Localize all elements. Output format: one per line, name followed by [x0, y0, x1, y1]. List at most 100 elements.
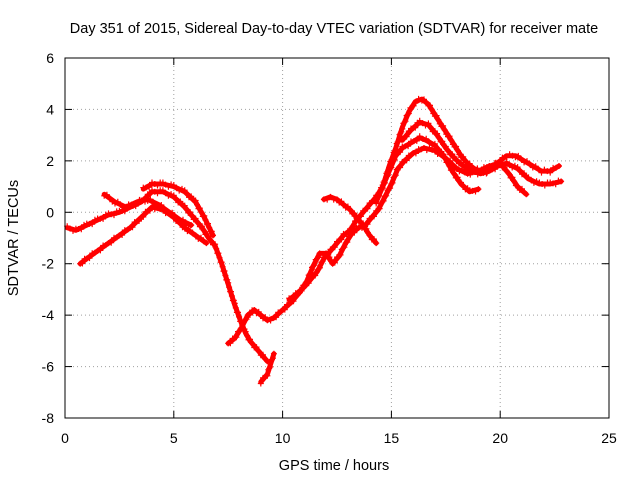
- data-series: [64, 95, 565, 387]
- data-point: [511, 162, 518, 169]
- data-point: [101, 192, 108, 199]
- data-point: [393, 166, 400, 173]
- data-point: [154, 190, 161, 197]
- series-trace: [140, 179, 216, 239]
- data-point: [198, 234, 204, 241]
- data-point: [331, 259, 338, 266]
- data-point: [140, 213, 147, 220]
- data-point: [541, 182, 548, 189]
- data-point: [364, 221, 371, 228]
- data-point: [364, 205, 371, 212]
- data-point: [81, 221, 87, 228]
- x-tick-label: 10: [275, 430, 291, 446]
- data-point: [192, 215, 199, 222]
- data-point: [228, 293, 235, 299]
- data-point: [418, 146, 425, 153]
- x-tick-label: 20: [492, 430, 508, 446]
- data-point: [315, 265, 322, 272]
- data-point: [187, 227, 194, 234]
- data-point: [451, 153, 458, 160]
- y-tick-label: 0: [46, 204, 54, 220]
- data-point: [433, 112, 440, 119]
- data-point: [431, 140, 438, 147]
- data-point: [155, 203, 162, 210]
- data-point: [199, 223, 206, 230]
- data-point: [453, 157, 460, 164]
- y-tick-label: 2: [46, 153, 54, 169]
- data-point: [340, 245, 347, 252]
- data-point: [194, 219, 201, 226]
- data-point: [139, 197, 146, 204]
- data-point: [218, 259, 225, 266]
- data-point: [376, 192, 383, 199]
- data-point: [120, 204, 127, 211]
- data-point: [102, 211, 109, 218]
- data-point: [338, 198, 345, 205]
- data-point: [270, 355, 276, 362]
- data-point: [319, 258, 326, 265]
- data-point: [460, 161, 467, 168]
- data-point: [171, 213, 178, 220]
- data-point: [194, 201, 200, 208]
- data-point: [103, 191, 110, 198]
- data-point: [387, 185, 394, 192]
- data-point: [264, 372, 271, 379]
- data-point: [183, 190, 190, 197]
- data-point: [535, 166, 542, 173]
- data-point: [453, 143, 460, 150]
- data-point: [219, 263, 226, 270]
- data-point: [249, 340, 256, 347]
- data-point: [310, 263, 317, 270]
- data-point: [312, 272, 319, 279]
- data-point: [188, 193, 195, 200]
- data-point: [108, 239, 115, 246]
- data-point: [512, 154, 519, 161]
- series-trace: [320, 193, 380, 247]
- data-point: [114, 198, 121, 205]
- data-point: [416, 133, 423, 140]
- data-point: [344, 203, 351, 210]
- data-point: [181, 187, 188, 194]
- data-point: [505, 170, 512, 177]
- data-point: [538, 169, 545, 176]
- data-point: [514, 183, 521, 190]
- data-point: [405, 110, 412, 117]
- data-point: [239, 323, 246, 330]
- data-point: [453, 165, 460, 172]
- data-point: [357, 218, 364, 225]
- data-point: [446, 133, 453, 140]
- data-point: [233, 334, 240, 341]
- data-point: [363, 225, 370, 232]
- data-point: [435, 116, 442, 123]
- data-point: [532, 163, 539, 170]
- data-point: [324, 196, 331, 203]
- data-point: [442, 143, 449, 150]
- data-point: [514, 164, 521, 171]
- data-point: [216, 254, 223, 261]
- data-point: [100, 215, 107, 222]
- data-point: [533, 178, 540, 185]
- data-point: [466, 167, 472, 174]
- data-point: [205, 233, 212, 240]
- data-point: [338, 236, 345, 243]
- data-point: [378, 186, 385, 193]
- data-point: [173, 195, 179, 202]
- data-point: [337, 251, 344, 258]
- data-point: [521, 170, 528, 177]
- data-point: [509, 174, 516, 181]
- y-tick-label: 6: [46, 50, 54, 66]
- series-trace: [101, 191, 195, 229]
- data-point: [526, 161, 533, 168]
- data-point: [169, 209, 176, 216]
- series-trace: [257, 350, 277, 387]
- data-point: [440, 151, 447, 158]
- data-point: [462, 157, 469, 164]
- data-point: [290, 294, 297, 301]
- series-trace: [373, 95, 562, 207]
- data-point: [558, 178, 565, 185]
- data-point: [198, 209, 205, 216]
- data-point: [327, 193, 334, 200]
- data-point: [243, 316, 250, 323]
